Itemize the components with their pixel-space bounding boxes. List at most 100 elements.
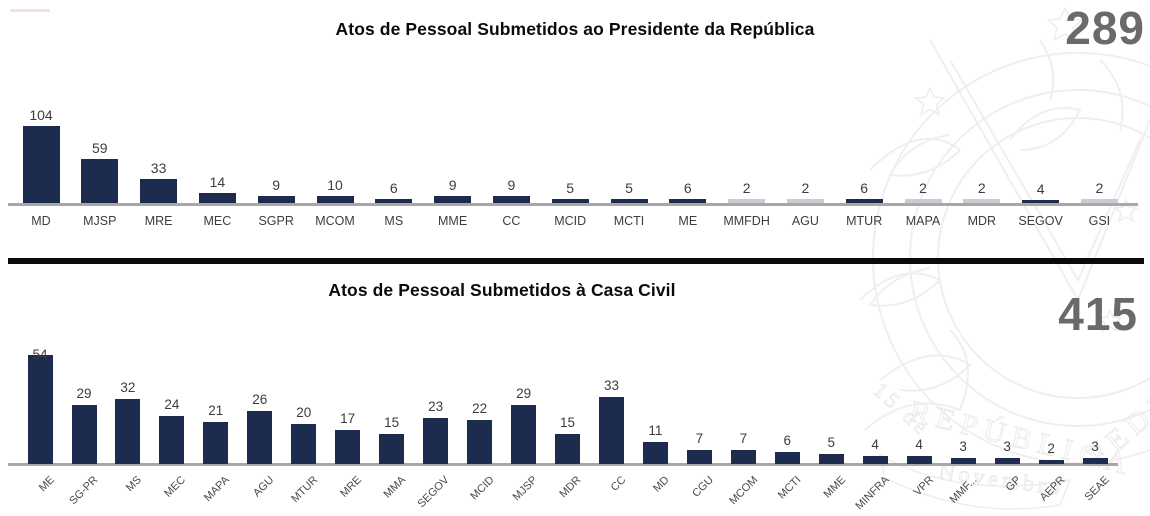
bar-value-label: 24 xyxy=(164,397,180,412)
bar xyxy=(81,159,119,203)
bar xyxy=(994,458,1020,464)
category-axis-label: MCOM xyxy=(726,474,760,508)
category-axis-label: AGU xyxy=(250,474,277,500)
category-axis-label: MRE xyxy=(338,474,365,500)
chart-title: Atos de Pessoal Submetidos ao Presidente… xyxy=(335,19,815,39)
bar-value-label: 2 xyxy=(742,180,751,196)
bar-value-label: 6 xyxy=(683,180,692,196)
bar xyxy=(316,196,354,203)
bar-value-label: 2 xyxy=(1095,180,1104,196)
bar-value-label: 21 xyxy=(208,403,224,418)
bar-value-label: 6 xyxy=(389,180,398,196)
bar xyxy=(730,450,756,464)
category-axis-label: MMA xyxy=(381,474,409,501)
bar xyxy=(1022,200,1060,203)
category-axis-label: MMF... xyxy=(947,474,980,506)
bar-value-label: 2 xyxy=(919,180,927,196)
bar-value-label: 3 xyxy=(959,439,967,454)
category-axis-label: MJSP xyxy=(83,214,117,228)
bar-value-label: 32 xyxy=(120,380,136,395)
bar-value-label: 9 xyxy=(448,177,457,193)
bar-value-label: 3 xyxy=(1003,439,1011,454)
bar-value-label: 11 xyxy=(648,423,663,438)
bar xyxy=(203,422,229,464)
bar-value-label: 9 xyxy=(507,177,516,193)
bar-value-label: 5 xyxy=(827,435,836,450)
bar xyxy=(728,199,766,203)
bar xyxy=(159,416,185,464)
category-axis-label: MEC xyxy=(203,214,232,228)
bar-value-label: 33 xyxy=(150,160,167,176)
category-axis-label: MJSP xyxy=(510,474,541,504)
category-axis-label: MCOM xyxy=(315,214,355,228)
category-axis-label: GP xyxy=(1003,474,1024,494)
category-axis-label: MCTI xyxy=(776,474,804,502)
bar-value-label: 3 xyxy=(1091,439,1099,454)
bar xyxy=(610,199,648,203)
category-axis-label: MS xyxy=(384,214,404,228)
bar-value-label: 59 xyxy=(92,140,108,156)
bar-value-label: 6 xyxy=(783,433,792,448)
bar xyxy=(1080,199,1118,203)
x-axis-line xyxy=(8,203,1138,206)
category-axis-label: CC xyxy=(502,214,521,228)
bar-value-label: 9 xyxy=(272,177,281,193)
bar xyxy=(904,199,942,203)
category-axis-label: MCID xyxy=(554,214,587,228)
category-axis-label: SEGOV xyxy=(415,474,453,511)
category-axis-label: MD xyxy=(31,214,51,228)
bar-value-label: 26 xyxy=(252,392,268,407)
bar xyxy=(492,196,530,203)
bar-value-label: 17 xyxy=(340,411,356,426)
bar xyxy=(335,430,361,464)
bar-value-label: 4 xyxy=(915,437,923,452)
bar-value-label: 5 xyxy=(625,180,633,196)
category-axis-label: MMFDH xyxy=(723,214,770,228)
bar-value-label: 54 xyxy=(32,347,48,362)
bar xyxy=(1082,458,1108,464)
chart-title: Atos de Pessoal Submetidos à Casa Civil xyxy=(328,280,676,300)
total-count-badge: 289 xyxy=(1065,2,1145,54)
bar xyxy=(423,418,449,464)
category-axis-label: ME xyxy=(36,474,57,495)
bar xyxy=(467,420,493,464)
bar xyxy=(434,196,472,203)
bar-value-label: 33 xyxy=(603,378,620,393)
category-axis-label: AGU xyxy=(791,214,819,228)
bar-value-label: 7 xyxy=(695,431,704,446)
category-axis-label: MCID xyxy=(467,474,497,503)
category-axis-label: GSI xyxy=(1088,214,1111,228)
category-axis-label: ME xyxy=(678,214,698,228)
total-count-badge: 415 xyxy=(1058,288,1138,340)
bar xyxy=(22,126,60,203)
bar xyxy=(1038,460,1064,464)
category-axis-label: MME xyxy=(438,214,468,228)
category-axis-label: MAPA xyxy=(202,474,233,504)
category-axis-label: MME xyxy=(821,474,848,501)
category-axis-label: CGU xyxy=(690,474,716,500)
bar-value-label: 20 xyxy=(296,405,312,420)
category-axis-label: MCTI xyxy=(613,214,645,228)
bar xyxy=(906,456,932,464)
category-axis-label: MTUR xyxy=(846,214,883,228)
x-axis-line xyxy=(8,463,1118,466)
bar xyxy=(786,199,824,203)
bar xyxy=(818,454,844,464)
bar-value-label: 29 xyxy=(516,386,532,401)
category-axis-label: CC xyxy=(608,474,628,494)
bar xyxy=(115,399,141,464)
bar xyxy=(511,405,537,464)
category-axis-label: MINFRA xyxy=(853,474,892,513)
bar-value-label: 15 xyxy=(384,415,400,430)
bar-value-label: 23 xyxy=(428,399,444,414)
bar-value-label: 104 xyxy=(29,107,53,123)
bar-value-label: 6 xyxy=(860,180,869,196)
bar xyxy=(774,452,800,464)
bar-value-label: 15 xyxy=(559,415,576,430)
bar xyxy=(140,179,178,203)
bar-value-label: 2 xyxy=(1047,441,1055,456)
bar xyxy=(555,434,580,464)
